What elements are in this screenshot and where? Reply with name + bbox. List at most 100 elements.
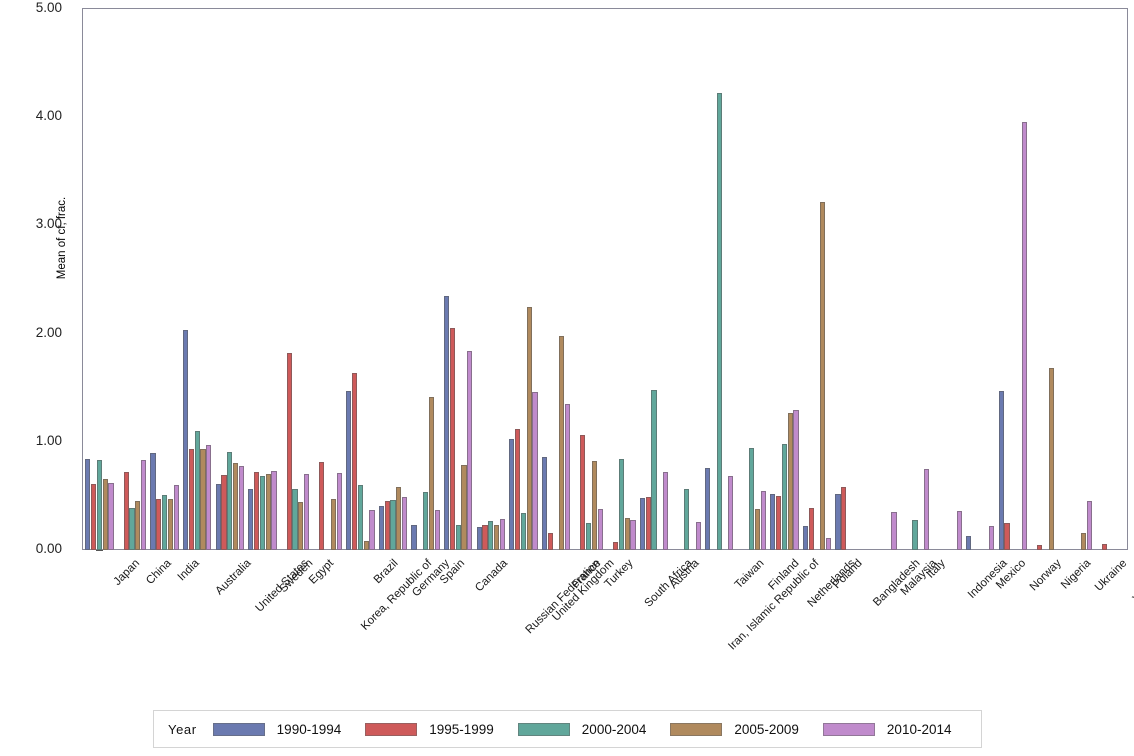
bar[interactable] xyxy=(482,525,488,550)
bar[interactable] xyxy=(182,330,189,550)
bar[interactable] xyxy=(286,353,292,550)
bar[interactable] xyxy=(102,478,108,550)
bar[interactable] xyxy=(390,500,396,550)
bar[interactable] xyxy=(129,507,135,550)
bar[interactable] xyxy=(259,476,266,550)
bar[interactable] xyxy=(695,521,701,550)
bar[interactable] xyxy=(351,372,358,550)
bar[interactable] xyxy=(793,410,799,550)
bar[interactable] xyxy=(1037,544,1043,550)
bar[interactable] xyxy=(591,461,598,550)
bar[interactable] xyxy=(618,459,624,550)
legend-item[interactable]: 1995-1999 xyxy=(365,722,494,737)
bar[interactable] xyxy=(292,489,298,550)
bar[interactable] xyxy=(580,435,586,550)
bar[interactable] xyxy=(369,509,375,550)
bar[interactable] xyxy=(488,520,494,550)
bar[interactable] xyxy=(173,485,179,550)
bar[interactable] xyxy=(645,496,651,550)
bar[interactable] xyxy=(835,493,841,550)
bar[interactable] xyxy=(749,448,755,550)
bar[interactable] xyxy=(200,449,206,550)
bar[interactable] xyxy=(547,532,553,550)
bar[interactable] xyxy=(1081,532,1087,550)
bar[interactable] xyxy=(455,525,461,550)
legend-item[interactable]: 2005-2009 xyxy=(670,722,799,737)
bar[interactable] xyxy=(443,295,450,550)
bar[interactable] xyxy=(704,467,711,550)
bar[interactable] xyxy=(683,489,690,550)
bar[interactable] xyxy=(541,456,548,550)
bar[interactable] xyxy=(167,499,173,550)
bar[interactable] xyxy=(1004,522,1010,550)
bar[interactable] xyxy=(227,451,233,550)
bar[interactable] xyxy=(520,513,527,550)
bar[interactable] xyxy=(188,449,194,550)
bar[interactable] xyxy=(565,403,571,550)
bar[interactable] xyxy=(826,538,832,550)
bar[interactable] xyxy=(1021,121,1027,550)
bar[interactable] xyxy=(467,350,473,550)
bar[interactable] xyxy=(363,541,369,550)
bar[interactable] xyxy=(923,468,930,550)
bar[interactable] xyxy=(378,505,384,550)
bar[interactable] xyxy=(808,507,814,550)
bar[interactable] xyxy=(956,511,962,550)
bar[interactable] xyxy=(428,397,434,550)
bar[interactable] xyxy=(559,335,565,550)
bar[interactable] xyxy=(728,476,734,550)
bar[interactable] xyxy=(760,490,766,550)
bar[interactable] xyxy=(1048,368,1054,550)
bar[interactable] xyxy=(265,474,271,550)
bar[interactable] xyxy=(336,473,342,550)
bar[interactable] xyxy=(787,412,793,550)
bar[interactable] xyxy=(716,93,722,550)
bar[interactable] xyxy=(96,460,102,550)
bar[interactable] xyxy=(248,489,254,550)
bar[interactable] xyxy=(123,472,129,550)
bar[interactable] xyxy=(494,525,500,550)
bar[interactable] xyxy=(499,518,505,550)
bar[interactable] xyxy=(770,493,776,550)
bar[interactable] xyxy=(215,484,221,550)
bar[interactable] xyxy=(998,390,1004,550)
bar[interactable] xyxy=(90,484,97,550)
bar[interactable] xyxy=(630,519,636,550)
bar[interactable] xyxy=(194,430,200,550)
bar[interactable] xyxy=(891,512,897,550)
bar[interactable] xyxy=(135,501,141,550)
bar[interactable] xyxy=(802,526,809,550)
bar[interactable] xyxy=(384,501,390,550)
bar[interactable] xyxy=(841,487,847,550)
bar[interactable] xyxy=(526,306,532,550)
bar[interactable] xyxy=(401,496,408,550)
bar[interactable] xyxy=(639,498,645,550)
bar[interactable] xyxy=(989,526,995,550)
bar[interactable] xyxy=(150,452,156,550)
bar[interactable] xyxy=(586,522,592,550)
bar[interactable] xyxy=(422,491,429,550)
legend-item[interactable]: 2010-2014 xyxy=(822,722,951,737)
bar[interactable] xyxy=(965,535,972,550)
bar[interactable] xyxy=(662,472,669,550)
bar[interactable] xyxy=(156,499,162,550)
bar[interactable] xyxy=(461,464,467,550)
bar[interactable] xyxy=(411,525,417,550)
bar[interactable] xyxy=(476,527,482,550)
bar[interactable] xyxy=(298,502,304,550)
bar[interactable] xyxy=(1087,501,1093,550)
bar[interactable] xyxy=(233,463,239,550)
bar[interactable] xyxy=(254,472,260,550)
legend-item[interactable]: 1990-1994 xyxy=(212,722,341,737)
bar[interactable] xyxy=(108,482,114,550)
bar[interactable] xyxy=(304,474,310,550)
bar[interactable] xyxy=(651,389,657,550)
bar[interactable] xyxy=(532,392,538,550)
legend-item[interactable]: 2000-2004 xyxy=(517,722,646,737)
bar[interactable] xyxy=(221,475,227,550)
bar[interactable] xyxy=(161,494,168,550)
bar[interactable] xyxy=(396,487,402,550)
bar[interactable] xyxy=(1102,543,1108,550)
bar[interactable] xyxy=(509,438,515,550)
bar[interactable] xyxy=(238,465,244,550)
